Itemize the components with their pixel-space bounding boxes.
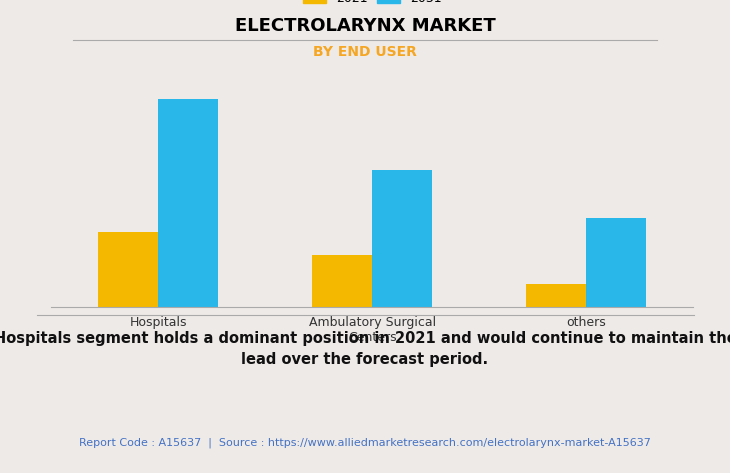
Text: Report Code : A15637  |  Source : https://www.alliedmarketresearch.com/electrola: Report Code : A15637 | Source : https://… [79,438,651,448]
Bar [586,218,646,307]
Text: BY END USER: BY END USER [313,45,417,59]
Bar [99,232,158,307]
Text: Hospitals segment holds a dominant position in 2021 and would continue to mainta: Hospitals segment holds a dominant posit… [0,331,730,367]
Bar [372,170,432,307]
Text: ELECTROLARYNX MARKET: ELECTROLARYNX MARKET [234,17,496,35]
Bar [312,255,372,307]
Legend: 2021, 2031: 2021, 2031 [298,0,447,10]
Bar [158,99,218,307]
Bar [526,284,586,307]
